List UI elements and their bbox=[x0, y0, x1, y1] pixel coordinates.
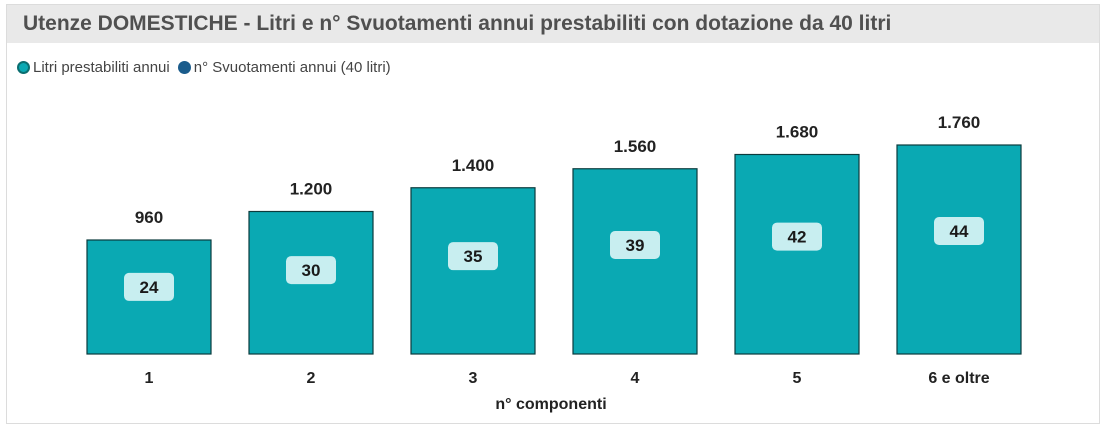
legend-item-litri[interactable]: Litri prestabiliti annui bbox=[17, 59, 170, 76]
svuotamenti-label-5: 44 bbox=[950, 222, 969, 241]
bar-value-label-5: 1.760 bbox=[938, 113, 981, 132]
legend-label-svuotamenti: n° Svuotamenti annui (40 litri) bbox=[193, 59, 391, 76]
x-tick-label-1: 2 bbox=[307, 370, 316, 387]
inner-label-bg-2 bbox=[448, 242, 498, 271]
x-tick-label-4: 5 bbox=[793, 370, 802, 387]
bar-value-label-2: 1.400 bbox=[452, 156, 495, 175]
bar-value-label-1: 1.200 bbox=[290, 180, 333, 199]
svuotamenti-label-3: 39 bbox=[626, 236, 645, 255]
x-axis-label: n° componenti bbox=[495, 396, 606, 413]
inner-label-bg-1 bbox=[286, 256, 336, 285]
x-tick-label-0: 1 bbox=[145, 370, 154, 387]
inner-label-bg-0 bbox=[124, 272, 174, 301]
inner-label-bg-4 bbox=[772, 222, 822, 251]
bar-value-label-3: 1.560 bbox=[614, 137, 657, 156]
bar-litri-4[interactable] bbox=[734, 153, 860, 355]
legend-dot-svuotamenti-icon bbox=[177, 61, 191, 74]
x-tick-label-2: 3 bbox=[469, 370, 478, 387]
bar-litri-5[interactable] bbox=[896, 144, 1022, 355]
legend-label-litri: Litri prestabiliti annui bbox=[33, 59, 170, 76]
x-tick-label-5: 6 e oltre bbox=[928, 370, 989, 387]
bar-litri-2[interactable] bbox=[410, 187, 536, 355]
chart-title: Utenze DOMESTICHE - Litri e n° Svuotamen… bbox=[23, 12, 892, 35]
svuotamenti-label-0: 24 bbox=[140, 278, 159, 297]
bar-value-label-4: 1.680 bbox=[776, 123, 819, 142]
legend: Litri prestabiliti annui n° Svuotamenti … bbox=[17, 59, 399, 76]
inner-label-bg-5 bbox=[934, 217, 984, 245]
legend-dot-litri-icon bbox=[17, 61, 30, 74]
x-tick-label-3: 4 bbox=[631, 370, 640, 387]
title-bar: Utenze DOMESTICHE - Litri e n° Svuotamen… bbox=[7, 5, 1099, 43]
svuotamenti-label-2: 35 bbox=[464, 247, 483, 266]
svuotamenti-label-1: 30 bbox=[302, 261, 321, 280]
legend-item-svuotamenti[interactable]: n° Svuotamenti annui (40 litri) bbox=[177, 59, 391, 76]
bar-litri-3[interactable] bbox=[572, 168, 698, 355]
bar-value-label-0: 960 bbox=[135, 208, 163, 227]
inner-label-bg-3 bbox=[610, 230, 660, 259]
svuotamenti-label-4: 42 bbox=[788, 228, 807, 247]
